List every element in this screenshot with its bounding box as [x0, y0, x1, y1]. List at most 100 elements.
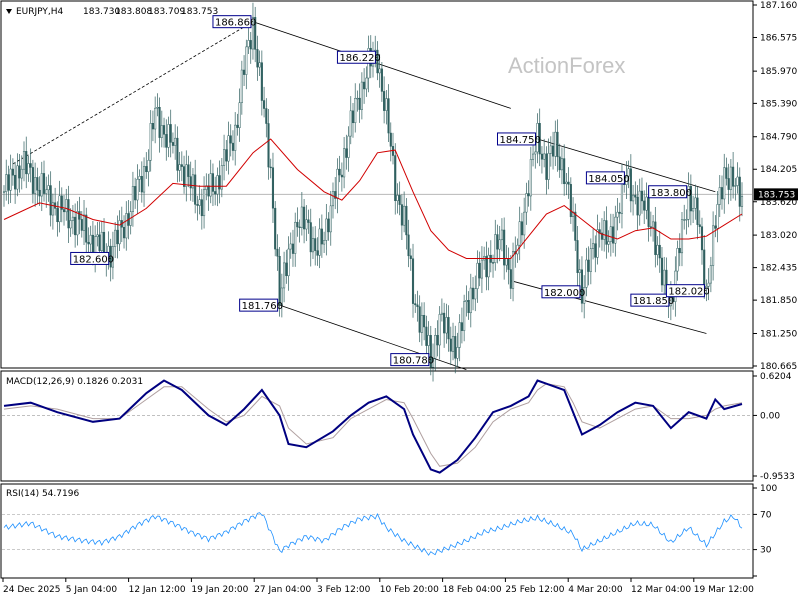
- candle-body: [643, 200, 646, 211]
- candle-body: [136, 178, 139, 201]
- candle-body: [640, 190, 644, 202]
- candle-body: [656, 244, 659, 255]
- annotation-box: [665, 284, 705, 298]
- candle-body: [256, 49, 259, 68]
- candle-body: [525, 193, 528, 213]
- candle-body: [683, 219, 686, 221]
- candle-body: [396, 195, 399, 201]
- annotation-box: [336, 50, 376, 64]
- candle-body: [285, 262, 288, 277]
- candle-body: [220, 165, 223, 190]
- price-annotation: 186.220: [336, 50, 381, 64]
- candle-body: [225, 149, 228, 162]
- candle-body: [654, 221, 657, 255]
- candle-body: [214, 191, 217, 195]
- macd-main-line: [3, 379, 743, 474]
- candle-body: [154, 107, 157, 130]
- candle-body: [5, 174, 8, 193]
- candle-body: [160, 125, 163, 138]
- candle-body: [60, 195, 63, 210]
- x-tick-label: 12 Mar 04:00: [631, 585, 691, 595]
- candle-body: [276, 248, 279, 257]
- candle-body: [685, 219, 688, 221]
- candle-body: [612, 226, 615, 244]
- candle-body: [291, 243, 295, 254]
- candle-body: [578, 269, 581, 273]
- candle-body: [603, 220, 606, 240]
- candle-body: [505, 258, 508, 266]
- candle-body: [269, 166, 272, 169]
- price-tick-label: 183.020: [760, 231, 797, 241]
- dropdown-triangle-icon[interactable]: [6, 9, 12, 14]
- candle-body: [58, 195, 61, 223]
- candle-body: [385, 98, 388, 111]
- price-annotation: 182.600: [70, 251, 114, 265]
- annotation-box: [630, 293, 670, 307]
- candle-body: [518, 221, 521, 246]
- candle-body: [138, 176, 141, 180]
- candle-body: [267, 123, 270, 168]
- candle-body: [176, 137, 179, 171]
- candle-body: [274, 207, 277, 250]
- candle-body: [156, 106, 159, 109]
- candle-body: [218, 175, 221, 190]
- candle-body: [714, 225, 717, 229]
- candle-body: [403, 205, 406, 226]
- candle-body: [487, 254, 490, 278]
- x-tick-label: 18 Feb 04:00: [443, 585, 502, 595]
- candle-body: [316, 250, 319, 256]
- candle-body: [429, 335, 432, 368]
- watermark: ActionForex: [508, 53, 625, 78]
- candle-body: [494, 234, 497, 263]
- candle-body: [125, 213, 128, 239]
- price-tick-label: 183.620: [760, 198, 797, 208]
- candle-body: [358, 97, 361, 110]
- rsi-title: RSI(14) 54.7196: [6, 489, 79, 499]
- candle-body: [67, 199, 70, 229]
- candle-body: [56, 208, 59, 223]
- candle-body: [323, 240, 326, 245]
- macd-tick-label: 0.00: [760, 411, 780, 421]
- annotation-label: 184.750: [499, 135, 540, 146]
- candle-body: [680, 219, 684, 254]
- price-tick-label: 186.575: [760, 34, 797, 44]
- candle-body: [31, 167, 34, 194]
- candle-body: [51, 202, 54, 216]
- candle-body: [151, 123, 154, 130]
- low-value: 183.709: [148, 7, 185, 17]
- candle-body: [260, 62, 263, 101]
- candle-body: [251, 17, 255, 50]
- candle-body: [254, 17, 257, 50]
- uptrend-dotted-line: [12, 21, 254, 165]
- candle-body: [618, 211, 621, 214]
- annotation-label: 182.000: [544, 288, 585, 299]
- candle-body: [549, 145, 552, 154]
- candle-body: [480, 259, 483, 279]
- candle-body: [245, 46, 248, 75]
- candle-body: [360, 81, 363, 110]
- candle-body: [696, 197, 699, 225]
- rsi-layer: [2, 512, 752, 556]
- candle-body: [223, 149, 226, 166]
- x-tick-label: 4 Mar 20:00: [568, 585, 623, 595]
- candle-body: [416, 304, 419, 307]
- candle-body: [118, 220, 121, 245]
- price-panel-frame: [0, 0, 754, 369]
- candle-body: [238, 102, 241, 128]
- candle-body: [96, 234, 99, 237]
- candle-body: [289, 243, 292, 250]
- candle-body: [647, 196, 650, 227]
- candle-body: [303, 206, 306, 230]
- candle-body: [405, 205, 408, 236]
- symbol-header: EURJPY,H4 183.730 183.808 183.709 183.75…: [6, 7, 218, 17]
- annotation-box: [212, 15, 252, 29]
- candle-body: [280, 287, 283, 306]
- candle-body: [678, 248, 681, 254]
- candle-body: [142, 166, 146, 193]
- candle-body: [469, 287, 472, 314]
- candle-body: [234, 124, 237, 151]
- candle-body: [536, 123, 539, 153]
- candle-body: [445, 317, 448, 334]
- candle-body: [732, 166, 735, 187]
- candle-body: [36, 177, 39, 191]
